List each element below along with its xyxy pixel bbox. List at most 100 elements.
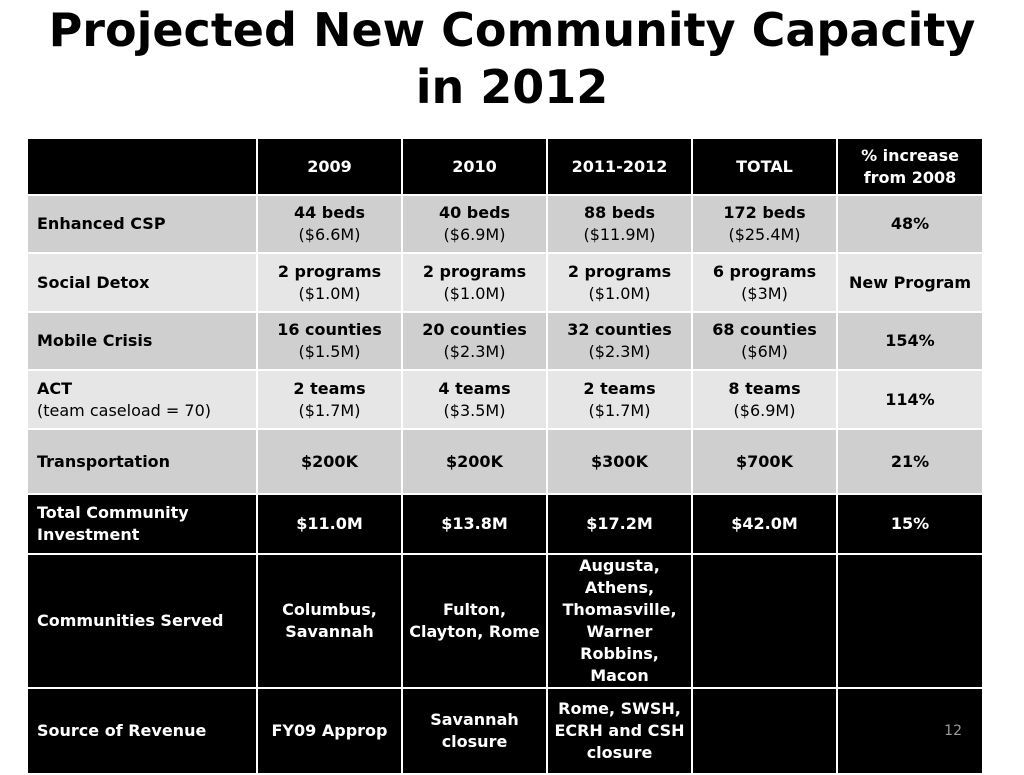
cell-sub: ($1.7M) [298,400,361,420]
capacity-table: 2009 2010 2011-2012 TOTAL % increase fro… [26,137,984,775]
cell-main: 40 beds [438,203,511,222]
cell-main: $11.0M [296,514,363,533]
cell-main: $700K [736,451,793,471]
cell-main: $42.0M [731,514,798,533]
cell-main: 2 programs [567,261,672,281]
table-cell: 2 teams ($1.7M) [256,369,403,430]
table-cell: 21% [836,428,984,495]
cell-main: 15% [890,514,930,533]
slide-title-line-2: in 2012 [415,60,609,114]
cell-main: FY09 Approp [271,721,388,740]
slide-title: Projected New Community Capacity in 2012 [0,2,1024,116]
table-row: Mobile Crisis 16 counties ($1.5M) 20 coun… [26,311,984,371]
table-cell: Augusta, Athens, Thomasville, Warner Rob… [546,553,693,689]
cell-sub: ($6.6M) [298,225,361,244]
cell-main: 6 programs [712,261,817,281]
cell-sub: ($3M) [741,283,788,303]
cell-main: Rome, SWSH, ECRH and CSH closure [554,699,685,762]
cell-sub: ($1.7M) [588,400,651,420]
row-label-text: Transportation [37,451,171,471]
table-row: ACT (team caseload = 70) 2 teams ($1.7M) … [26,369,984,430]
row-label: Transportation [26,428,258,495]
table-row: Social Detox 2 programs ($1.0M) 2 program… [26,252,984,313]
header-cell-total: TOTAL [691,137,838,196]
header-row: 2009 2010 2011-2012 TOTAL % increase fro… [26,137,984,196]
table-cell: 68 counties ($6M) [691,311,838,371]
header-cell-percent-increase: % increase from 2008 [836,137,984,196]
cell-main: 4 teams [438,378,511,398]
cell-sub: ($1.0M) [443,283,506,303]
cell-main: 20 counties [422,320,527,339]
table-cell: 2 programs ($1.0M) [546,252,693,313]
cell-sub: ($2.3M) [443,342,506,361]
table-cell-empty [836,553,984,689]
cell-main: 2 teams [293,378,366,398]
table-cell: 44 beds ($6.6M) [256,194,403,254]
cell-main: 16 counties [277,320,382,339]
header-cell-2010: 2010 [401,137,548,196]
table-cell: 154% [836,311,984,371]
table-cell: FY09 Approp [256,687,403,775]
cell-main: 48% [890,214,930,233]
cell-main: $200K [446,451,503,471]
cell-main: 114% [885,389,935,409]
slide-title-line-1: Projected New Community Capacity [48,3,976,57]
table-cell: Fulton, Clayton, Rome [401,553,548,689]
row-label: Total Community Investment [26,493,258,555]
header-cell-blank [26,137,258,196]
row-label: Mobile Crisis [26,311,258,371]
row-label: Source of Revenue [26,687,258,775]
cell-main: 88 beds [583,203,656,222]
header-cell-2009: 2009 [256,137,403,196]
table-cell: $42.0M [691,493,838,555]
cell-sub: ($6M) [741,342,788,361]
table-cell-empty [836,687,984,775]
table-cell: 32 counties ($2.3M) [546,311,693,371]
row-label: Social Detox [26,252,258,313]
cell-main: $13.8M [441,514,508,533]
cell-sub: ($3.5M) [443,400,506,420]
table-cell: Rome, SWSH, ECRH and CSH closure [546,687,693,775]
table-cell: 4 teams ($3.5M) [401,369,548,430]
header-cell-2011-2012: 2011-2012 [546,137,693,196]
cell-main: 21% [890,451,930,471]
cell-sub: ($1.5M) [298,342,361,361]
table-cell: Savannah closure [401,687,548,775]
table-cell: $700K [691,428,838,495]
cell-main: 68 counties [712,320,817,339]
cell-main: 2 teams [583,378,656,398]
cell-main: 154% [885,331,935,350]
row-label-text: Communities Served [37,611,224,630]
table-cell: 8 teams ($6.9M) [691,369,838,430]
cell-sub: ($6.9M) [733,400,796,420]
table-row-communities: Communities Served Columbus, Savannah Fu… [26,553,984,689]
cell-main: 2 programs [277,261,382,281]
table-cell-empty [691,687,838,775]
table-cell: 114% [836,369,984,430]
table-cell: Columbus, Savannah [256,553,403,689]
table-row: Transportation $200K $200K $300K $700K 2… [26,428,984,495]
cell-sub: ($25.4M) [728,225,801,244]
table-cell: 48% [836,194,984,254]
table-row-revenue: Source of Revenue FY09 Approp Savannah c… [26,687,984,775]
table-cell: 20 counties ($2.3M) [401,311,548,371]
table-row: Enhanced CSP 44 beds ($6.6M) 40 beds ($6.9… [26,194,984,254]
page-number: 12 [944,723,962,739]
cell-main: 8 teams [728,378,801,398]
cell-main: 172 beds [723,203,806,222]
cell-main: 2 programs [422,261,527,281]
cell-main: Augusta, Athens, Thomasville, Warner Rob… [562,556,677,685]
table-cell: 2 programs ($1.0M) [401,252,548,313]
row-label-text: Total Community Investment [37,503,189,544]
cell-sub: ($2.3M) [588,342,651,361]
table-cell: $13.8M [401,493,548,555]
table-cell: $11.0M [256,493,403,555]
cell-main: $300K [591,451,648,471]
table-cell: 15% [836,493,984,555]
cell-main: $17.2M [586,514,653,533]
cell-main: Fulton, Clayton, Rome [409,600,540,641]
cell-sub: ($1.0M) [588,283,651,303]
row-label-text: Enhanced CSP [37,214,166,233]
table-cell: $300K [546,428,693,495]
cell-main: Savannah closure [430,710,519,751]
